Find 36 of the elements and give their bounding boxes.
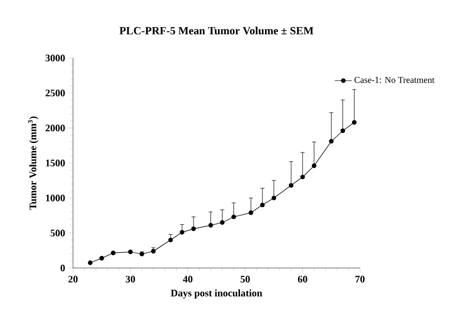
point — [191, 226, 196, 232]
point — [352, 120, 357, 125]
point — [312, 163, 316, 168]
y-tick-label: 0 — [60, 264, 65, 272]
point — [328, 138, 334, 144]
x-tick-label: 70 — [356, 276, 365, 283]
point — [168, 238, 173, 242]
y-tick-label: 1000 — [46, 194, 65, 202]
point — [88, 260, 93, 266]
point — [340, 128, 346, 134]
y-tick-label: 1500 — [46, 160, 65, 166]
point — [208, 222, 214, 228]
legend-label: Case-1: No Treatment — [354, 76, 435, 83]
x-tick-label: 30 — [126, 276, 136, 283]
y-tick-label: 500 — [50, 230, 65, 236]
point — [99, 256, 104, 260]
point — [220, 220, 225, 225]
chart-title: PLC-PRF-5 Mean Tumor Volume ± SEM — [120, 26, 314, 34]
point — [248, 210, 254, 215]
point — [260, 202, 265, 208]
point — [180, 230, 184, 235]
point — [110, 250, 116, 256]
point — [300, 174, 305, 180]
x-tick-label: 20 — [68, 276, 78, 283]
y-tick-label: 3000 — [46, 54, 65, 62]
x-tick-label: 40 — [182, 276, 192, 283]
point — [288, 183, 294, 188]
x-axis-title: Days post inoculation — [170, 289, 262, 299]
y-tick-label: 2500 — [46, 90, 65, 96]
y-axis-title: Tumor Volume (mm$^{3}$) — [28, 116, 38, 210]
x-tick-label: 60 — [298, 276, 308, 283]
y-tick-label: 2000 — [46, 124, 65, 132]
point — [231, 214, 236, 220]
point — [128, 250, 133, 254]
point — [272, 196, 276, 200]
x-tick-label: 50 — [240, 276, 250, 283]
